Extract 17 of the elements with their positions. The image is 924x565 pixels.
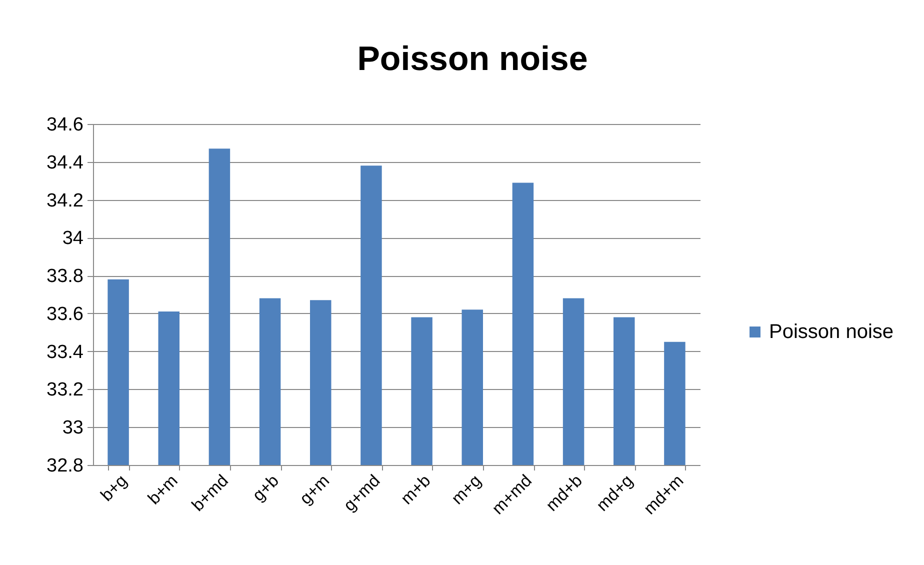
y-tick-label: 33.2 [46,380,84,401]
legend-label: Poisson noise [769,321,894,343]
x-tick-label: m+b [397,471,434,508]
y-tick-label: 33.4 [46,342,84,363]
x-tick-label: b+m [144,471,182,508]
x-tick-label: b+g [96,471,131,505]
y-tick-label: 34 [62,228,84,250]
x-tick-label: g+b [248,471,283,505]
y-tick-label: 34.6 [46,114,84,136]
y-tick-label: 33 [62,418,84,439]
y-tick-label: 32.8 [46,456,84,476]
y-tick-label: 34.4 [46,152,84,174]
y-tick-label: 33.6 [46,304,84,325]
x-tick-label: m+g [448,471,485,508]
chart-title: Poisson noise [357,40,588,78]
y-tick-label: 33.8 [46,266,84,288]
y-tick-label: 34.2 [46,190,84,212]
